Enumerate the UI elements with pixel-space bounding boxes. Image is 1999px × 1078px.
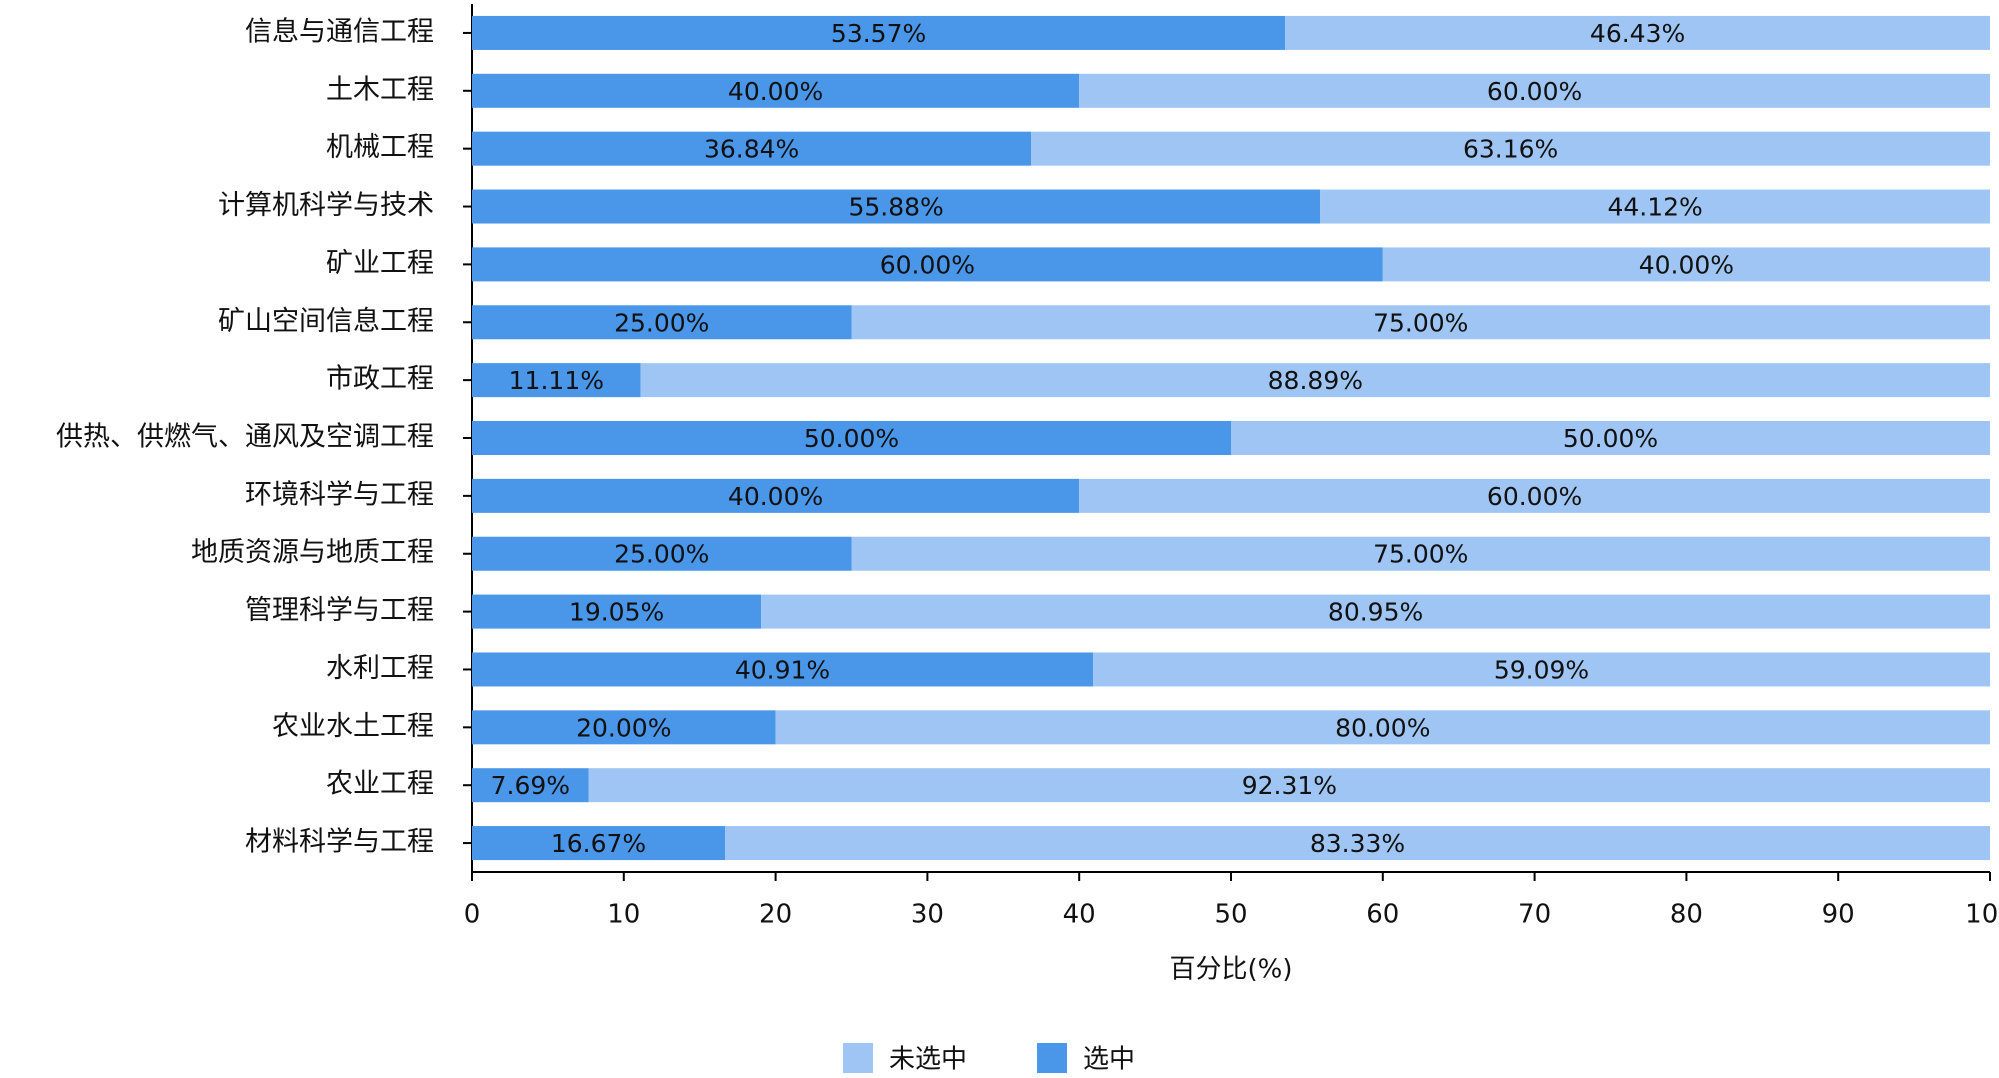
- value-label: 75.00%: [1373, 308, 1468, 337]
- y-tick-label: 供热、供燃气、通风及空调工程: [56, 422, 434, 453]
- value-label: 40.91%: [735, 655, 830, 684]
- value-label: 60.00%: [1487, 77, 1582, 106]
- y-tick-label: 市政工程: [326, 364, 434, 395]
- y-tick-label: 农业水土工程: [272, 711, 434, 742]
- value-label: 75.00%: [1373, 540, 1468, 569]
- bar-segment: [761, 594, 1991, 629]
- value-label: 92.31%: [1242, 771, 1337, 800]
- value-label: 25.00%: [614, 308, 709, 337]
- y-tick-label: 计算机科学与技术: [218, 190, 434, 221]
- y-tick-label: 矿业工程: [326, 248, 434, 279]
- bar-segment: [1382, 247, 1990, 282]
- value-label: 50.00%: [1563, 424, 1658, 453]
- bar-segment: [472, 15, 1286, 50]
- y-tick-label: 信息与通信工程: [245, 16, 434, 47]
- value-label: 80.00%: [1335, 713, 1430, 742]
- bar-segment: [472, 305, 852, 340]
- bar-segment: [851, 305, 1990, 340]
- value-label: 25.00%: [614, 540, 709, 569]
- value-label: 7.69%: [491, 771, 570, 800]
- y-tick-label: 管理科学与工程: [245, 595, 434, 626]
- bar-segment: [472, 73, 1080, 108]
- value-label: 50.00%: [804, 424, 899, 453]
- legend-label: 未选中: [889, 1045, 967, 1075]
- value-label: 20.00%: [576, 713, 671, 742]
- bar-segment: [472, 478, 1080, 513]
- y-tick-label: 环境科学与工程: [245, 479, 434, 510]
- value-label: 19.05%: [569, 598, 664, 627]
- value-label: 46.43%: [1590, 19, 1685, 48]
- value-label: 83.33%: [1310, 829, 1405, 858]
- bar-segment: [472, 652, 1094, 687]
- x-tick-label: 80: [1670, 900, 1703, 930]
- bar-segment: [725, 826, 1991, 861]
- bar-segment: [472, 247, 1383, 282]
- value-label: 40.00%: [728, 482, 823, 511]
- x-tick-label: 10: [607, 900, 640, 930]
- bar-segment: [775, 710, 1990, 745]
- legend-label: 选中: [1083, 1045, 1135, 1075]
- value-label: 55.88%: [848, 193, 943, 222]
- x-tick-label: 40: [1063, 900, 1096, 930]
- bar-segment: [1231, 421, 1990, 455]
- value-label: 36.84%: [704, 135, 799, 164]
- y-tick-label: 土木工程: [326, 74, 434, 105]
- bar-segment: [1031, 131, 1990, 166]
- x-tick-label: 90: [1822, 900, 1855, 930]
- y-tick-label: 机械工程: [326, 132, 434, 163]
- bar-segment: [640, 363, 1990, 398]
- bar-segment: [472, 363, 641, 398]
- value-label: 60.00%: [1487, 482, 1582, 511]
- value-label: 63.16%: [1463, 135, 1558, 164]
- bar-segment: [851, 536, 1990, 571]
- bar-segment: [472, 536, 852, 571]
- bar-segment: [1079, 478, 1990, 513]
- x-tick-label: 100: [1965, 900, 1999, 930]
- bar-segment: [472, 768, 589, 803]
- bar-segment: [1320, 189, 1990, 224]
- value-label: 53.57%: [831, 19, 926, 48]
- value-label: 40.00%: [1639, 250, 1734, 279]
- bar-segment: [1093, 652, 1990, 687]
- value-label: 80.95%: [1328, 598, 1423, 627]
- bar-segment: [472, 826, 726, 861]
- y-tick-label: 农业工程: [326, 769, 434, 800]
- value-label: 11.11%: [509, 366, 604, 395]
- bar-segment: [472, 594, 762, 629]
- y-tick-label: 材料科学与工程: [245, 827, 434, 858]
- x-tick-label: 0: [464, 900, 481, 930]
- bar-segment: [472, 421, 1231, 455]
- bar-segment: [588, 768, 1991, 803]
- bar-segment: [1285, 15, 1990, 50]
- value-label: 60.00%: [880, 250, 975, 279]
- bar-segment: [472, 131, 1032, 166]
- x-tick-label: 30: [911, 900, 944, 930]
- x-tick-label: 70: [1518, 900, 1551, 930]
- y-tick-label: 地质资源与地质工程: [191, 537, 434, 568]
- x-tick-label: 20: [759, 900, 792, 930]
- value-label: 44.12%: [1607, 193, 1702, 222]
- value-label: 40.00%: [728, 77, 823, 106]
- bar-segment: [472, 189, 1321, 224]
- legend-swatch: [1037, 1043, 1068, 1073]
- x-axis-title: 百分比(%): [1170, 955, 1293, 985]
- y-tick-label: 矿山空间信息工程: [218, 306, 434, 337]
- x-tick-label: 50: [1214, 900, 1247, 930]
- value-label: 59.09%: [1494, 655, 1589, 684]
- x-tick-label: 60: [1366, 900, 1399, 930]
- value-label: 16.67%: [551, 829, 646, 858]
- bar-segment: [1079, 73, 1990, 108]
- legend-swatch: [843, 1043, 873, 1073]
- y-tick-label: 水利工程: [326, 653, 434, 684]
- bar-segment: [472, 710, 776, 745]
- value-label: 88.89%: [1268, 366, 1363, 395]
